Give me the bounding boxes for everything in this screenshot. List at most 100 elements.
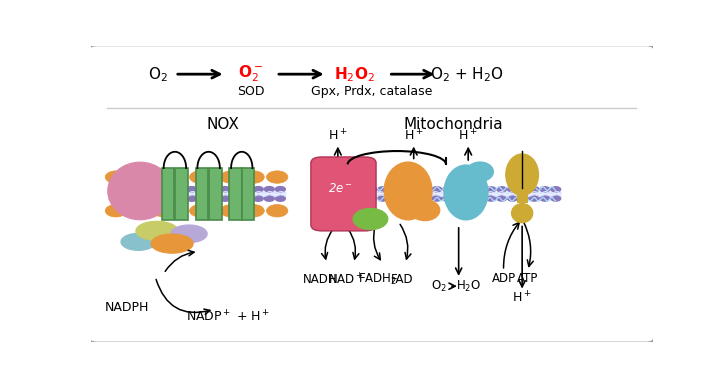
Text: SOD: SOD — [237, 85, 265, 98]
Circle shape — [454, 187, 463, 192]
Circle shape — [131, 196, 141, 201]
Circle shape — [265, 187, 274, 192]
Circle shape — [518, 187, 529, 192]
Ellipse shape — [220, 205, 241, 217]
Ellipse shape — [124, 205, 145, 217]
Circle shape — [378, 187, 388, 192]
Text: NADH: NADH — [302, 273, 337, 286]
Bar — [175, 168, 188, 220]
Circle shape — [175, 187, 186, 192]
Text: O$_2$: O$_2$ — [148, 65, 168, 83]
Ellipse shape — [511, 204, 533, 223]
Bar — [109, 190, 286, 198]
Circle shape — [454, 196, 463, 201]
Circle shape — [432, 196, 442, 201]
Text: Mitochondria: Mitochondria — [403, 117, 503, 132]
Text: Gpx, Prdx, catalase: Gpx, Prdx, catalase — [311, 85, 432, 98]
Circle shape — [356, 187, 366, 192]
Bar — [345, 190, 561, 197]
Circle shape — [276, 196, 286, 201]
Circle shape — [209, 196, 219, 201]
Circle shape — [497, 196, 507, 201]
Circle shape — [529, 196, 539, 201]
Ellipse shape — [267, 205, 288, 217]
Circle shape — [242, 187, 252, 192]
Text: ADP: ADP — [492, 272, 515, 285]
Circle shape — [253, 196, 263, 201]
FancyBboxPatch shape — [311, 157, 376, 231]
Circle shape — [345, 196, 355, 201]
Ellipse shape — [189, 171, 211, 183]
Ellipse shape — [410, 199, 440, 221]
Circle shape — [465, 196, 474, 201]
Circle shape — [421, 196, 431, 201]
Circle shape — [529, 187, 539, 192]
Circle shape — [198, 187, 208, 192]
Text: H$^+$: H$^+$ — [404, 129, 423, 144]
Circle shape — [518, 196, 529, 201]
FancyArrowPatch shape — [165, 250, 194, 271]
Circle shape — [551, 187, 560, 192]
Bar — [229, 168, 241, 220]
Text: H$^+$: H$^+$ — [513, 290, 532, 306]
Text: NADPH: NADPH — [105, 301, 149, 314]
Circle shape — [165, 196, 175, 201]
Circle shape — [265, 196, 274, 201]
Text: H$^+$: H$^+$ — [458, 129, 478, 144]
Circle shape — [443, 196, 452, 201]
Text: NADP$^+$ + H$^+$: NADP$^+$ + H$^+$ — [186, 309, 270, 324]
Ellipse shape — [189, 205, 211, 217]
Circle shape — [497, 187, 507, 192]
Circle shape — [551, 196, 560, 201]
Bar — [162, 168, 174, 220]
Ellipse shape — [341, 160, 370, 195]
Ellipse shape — [170, 225, 207, 243]
Circle shape — [120, 187, 130, 192]
Bar — [516, 178, 528, 203]
Circle shape — [276, 187, 286, 192]
Circle shape — [367, 187, 377, 192]
Circle shape — [356, 196, 366, 201]
Ellipse shape — [124, 171, 145, 183]
Circle shape — [242, 196, 252, 201]
Text: O$_2^-$: O$_2^-$ — [239, 64, 263, 84]
Circle shape — [143, 196, 152, 201]
Circle shape — [507, 187, 518, 192]
Ellipse shape — [243, 205, 264, 217]
Circle shape — [421, 187, 431, 192]
Text: H$_2$O$_2$: H$_2$O$_2$ — [334, 65, 375, 83]
Circle shape — [475, 187, 485, 192]
Circle shape — [432, 187, 442, 192]
Ellipse shape — [108, 162, 173, 220]
Circle shape — [486, 196, 496, 201]
Circle shape — [507, 196, 518, 201]
Ellipse shape — [243, 171, 264, 183]
Circle shape — [486, 187, 496, 192]
Ellipse shape — [267, 171, 288, 183]
Text: FAD: FAD — [392, 273, 414, 286]
Circle shape — [154, 187, 164, 192]
Text: O$_2$: O$_2$ — [431, 279, 447, 294]
Bar — [241, 168, 254, 220]
FancyBboxPatch shape — [89, 45, 654, 343]
Ellipse shape — [105, 205, 127, 217]
Circle shape — [378, 196, 388, 201]
Text: H$^+$: H$^+$ — [328, 129, 348, 144]
Circle shape — [410, 187, 420, 192]
Circle shape — [540, 187, 550, 192]
Ellipse shape — [121, 233, 156, 250]
Text: H$_2$O: H$_2$O — [456, 279, 481, 294]
Text: FADH$_2$: FADH$_2$ — [357, 272, 397, 287]
Circle shape — [231, 196, 241, 201]
Circle shape — [220, 187, 230, 192]
FancyArrowPatch shape — [156, 280, 210, 314]
Text: NOX: NOX — [206, 117, 239, 132]
Ellipse shape — [136, 221, 178, 240]
Bar — [196, 168, 208, 220]
Circle shape — [253, 187, 263, 192]
Ellipse shape — [444, 165, 488, 220]
Circle shape — [131, 187, 141, 192]
Circle shape — [389, 187, 399, 192]
Circle shape — [443, 187, 452, 192]
Circle shape — [220, 196, 230, 201]
